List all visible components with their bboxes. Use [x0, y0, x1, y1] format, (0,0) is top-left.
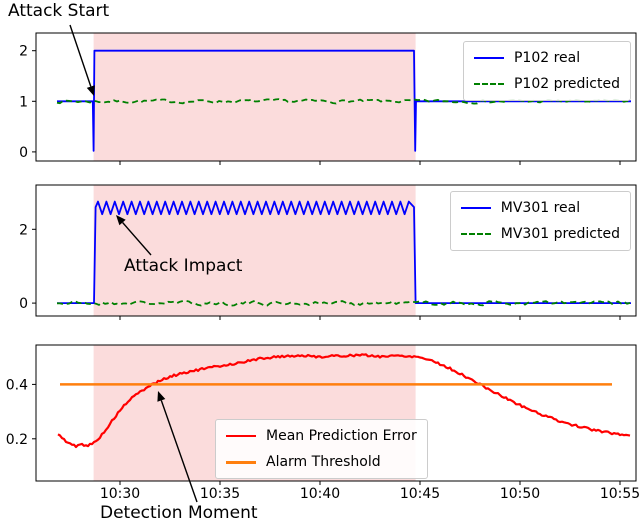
attack-region-shading — [93, 33, 416, 161]
axes-frame — [35, 344, 637, 482]
attack-impact-annotation: Attack Impact — [124, 256, 243, 276]
x-tick-label: 10:30 — [100, 486, 140, 502]
legend-item-mv301-predicted: MV301 predicted — [460, 224, 620, 244]
axes-frame — [35, 32, 637, 162]
series-mv301-predicted — [56, 299, 631, 307]
x-tick-label: 10:50 — [500, 486, 540, 502]
x-tick-label: 10:45 — [400, 486, 440, 502]
legend-label-p102-predicted: P102 predicted — [513, 76, 620, 92]
attack-start-arrow-head — [86, 85, 95, 96]
legend-label-p102-real: P102 real — [513, 50, 581, 66]
legend-label-threshold: Alarm Threshold — [266, 454, 381, 470]
x-tick-label: 10:40 — [300, 486, 340, 502]
annotation-arrows — [69, 24, 198, 503]
axes-frame — [35, 184, 637, 317]
series-p102-real — [57, 49, 631, 152]
p102-real-line-icon — [473, 57, 504, 59]
attack-start-annotation: Attack Start — [8, 1, 110, 21]
legend-label-mv301-real: MV301 real — [500, 200, 581, 216]
x-tick-label: 10:35 — [200, 486, 240, 502]
detection-moment-annotation: Detection Moment — [100, 503, 258, 523]
legend-label-error: Mean Prediction Error — [266, 428, 417, 444]
legend-p102: P102 real P102 predicted — [462, 41, 631, 101]
mean-prediction-error-line-icon — [226, 435, 256, 437]
series-mv301-real — [57, 200, 631, 304]
mv301-real-line-icon — [460, 207, 491, 209]
legend-item-p102-predicted: P102 predicted — [473, 74, 620, 94]
legend-item-error: Mean Prediction Error — [226, 426, 417, 446]
y-tick-label: 0.2 — [6, 432, 28, 448]
legend-item-p102-real: P102 real — [473, 48, 620, 68]
y-tick-label: 0 — [19, 145, 28, 161]
y-tick-label: 2 — [19, 222, 28, 238]
p102-predicted-line-icon — [473, 83, 504, 85]
attack-start-arrow-line — [69, 24, 92, 87]
legend-item-mv301-real: MV301 real — [460, 198, 620, 218]
attack-impact-arrow-line — [122, 222, 152, 256]
y-tick-label: 0 — [19, 296, 28, 312]
legend-mv301: MV301 real MV301 predicted — [449, 191, 631, 251]
alarm-threshold-line-icon — [226, 460, 256, 464]
y-tick-label: 0.4 — [6, 377, 28, 393]
y-tick-label: 1 — [19, 94, 28, 110]
detection-moment-arrow-line — [160, 400, 198, 503]
legend-error: Mean Prediction Error Alarm Threshold — [215, 419, 428, 479]
x-axis-tick-labels: 10:30 10:35 10:40 10:45 10:50 10:55 — [100, 486, 640, 502]
detection-moment-arrow-head — [157, 391, 166, 402]
mv301-predicted-line-icon — [460, 233, 491, 235]
series-p102-predicted — [56, 98, 631, 105]
attack-impact-arrow-head — [116, 215, 126, 226]
legend-item-threshold: Alarm Threshold — [226, 452, 417, 472]
x-tick-label: 10:55 — [600, 486, 640, 502]
y-tick-label: 2 — [19, 44, 28, 60]
subplot-p102: 0 1 2 — [19, 32, 637, 165]
legend-label-mv301-predicted: MV301 predicted — [500, 226, 620, 242]
